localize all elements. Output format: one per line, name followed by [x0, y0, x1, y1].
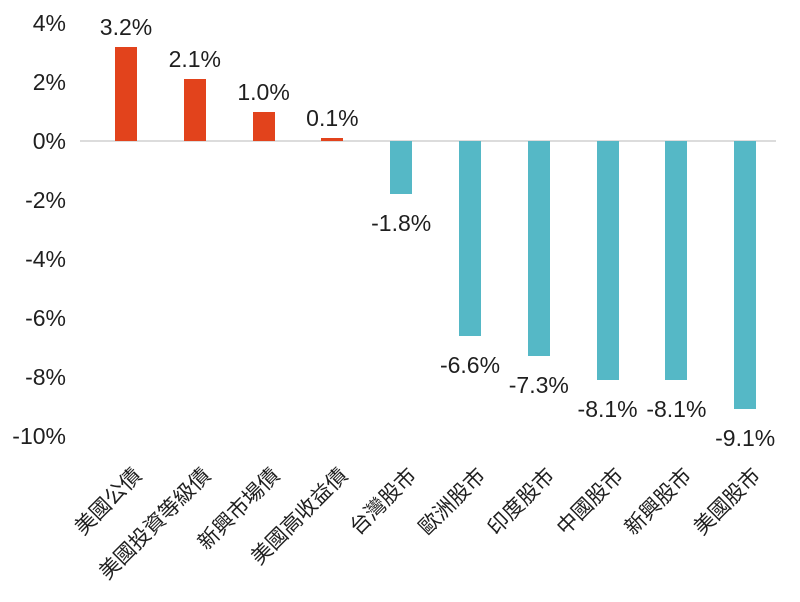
bar-value-label: 0.1%: [306, 105, 359, 132]
y-tick-label: -6%: [25, 305, 66, 331]
x-category-label: 印度股市: [483, 464, 560, 540]
bar-value-label: 2.1%: [168, 46, 222, 73]
bar-value-label: -6.6%: [439, 351, 501, 378]
y-tick-label: 0%: [32, 128, 66, 154]
x-category-label: 歐洲股市: [414, 464, 491, 540]
zero-axis-line: [80, 140, 776, 142]
bar: [665, 141, 688, 380]
bar-value-label: -9.1%: [715, 425, 776, 452]
y-tick-label: -4%: [25, 246, 66, 272]
bar: [596, 141, 619, 380]
y-tick-label: -10%: [12, 423, 66, 449]
bar: [115, 46, 137, 141]
bar: [252, 111, 275, 141]
y-tick-label: 2%: [32, 69, 66, 95]
x-category-label: 美國股市: [689, 464, 766, 540]
bar: [527, 141, 550, 357]
x-category-label: 台灣股市: [345, 464, 422, 540]
x-category-label: 中國股市: [552, 464, 628, 540]
y-tick-label: 4%: [32, 10, 66, 36]
bar-value-label: 1.0%: [237, 78, 290, 105]
y-tick-label: -2%: [25, 187, 66, 213]
bar: [459, 141, 481, 336]
bar-value-label: 3.2%: [99, 13, 153, 40]
bar: [183, 79, 206, 141]
bar: [734, 141, 757, 410]
bar: [321, 138, 344, 141]
y-tick-label: -8%: [25, 364, 66, 390]
bar-value-label: -7.3%: [508, 372, 569, 399]
bar-value-label: -8.1%: [646, 395, 707, 422]
x-category-label: 新興股市: [621, 464, 697, 540]
bar-value-label: -8.1%: [577, 395, 638, 422]
bar: [390, 141, 413, 195]
bar-value-label: -1.8%: [371, 210, 432, 237]
